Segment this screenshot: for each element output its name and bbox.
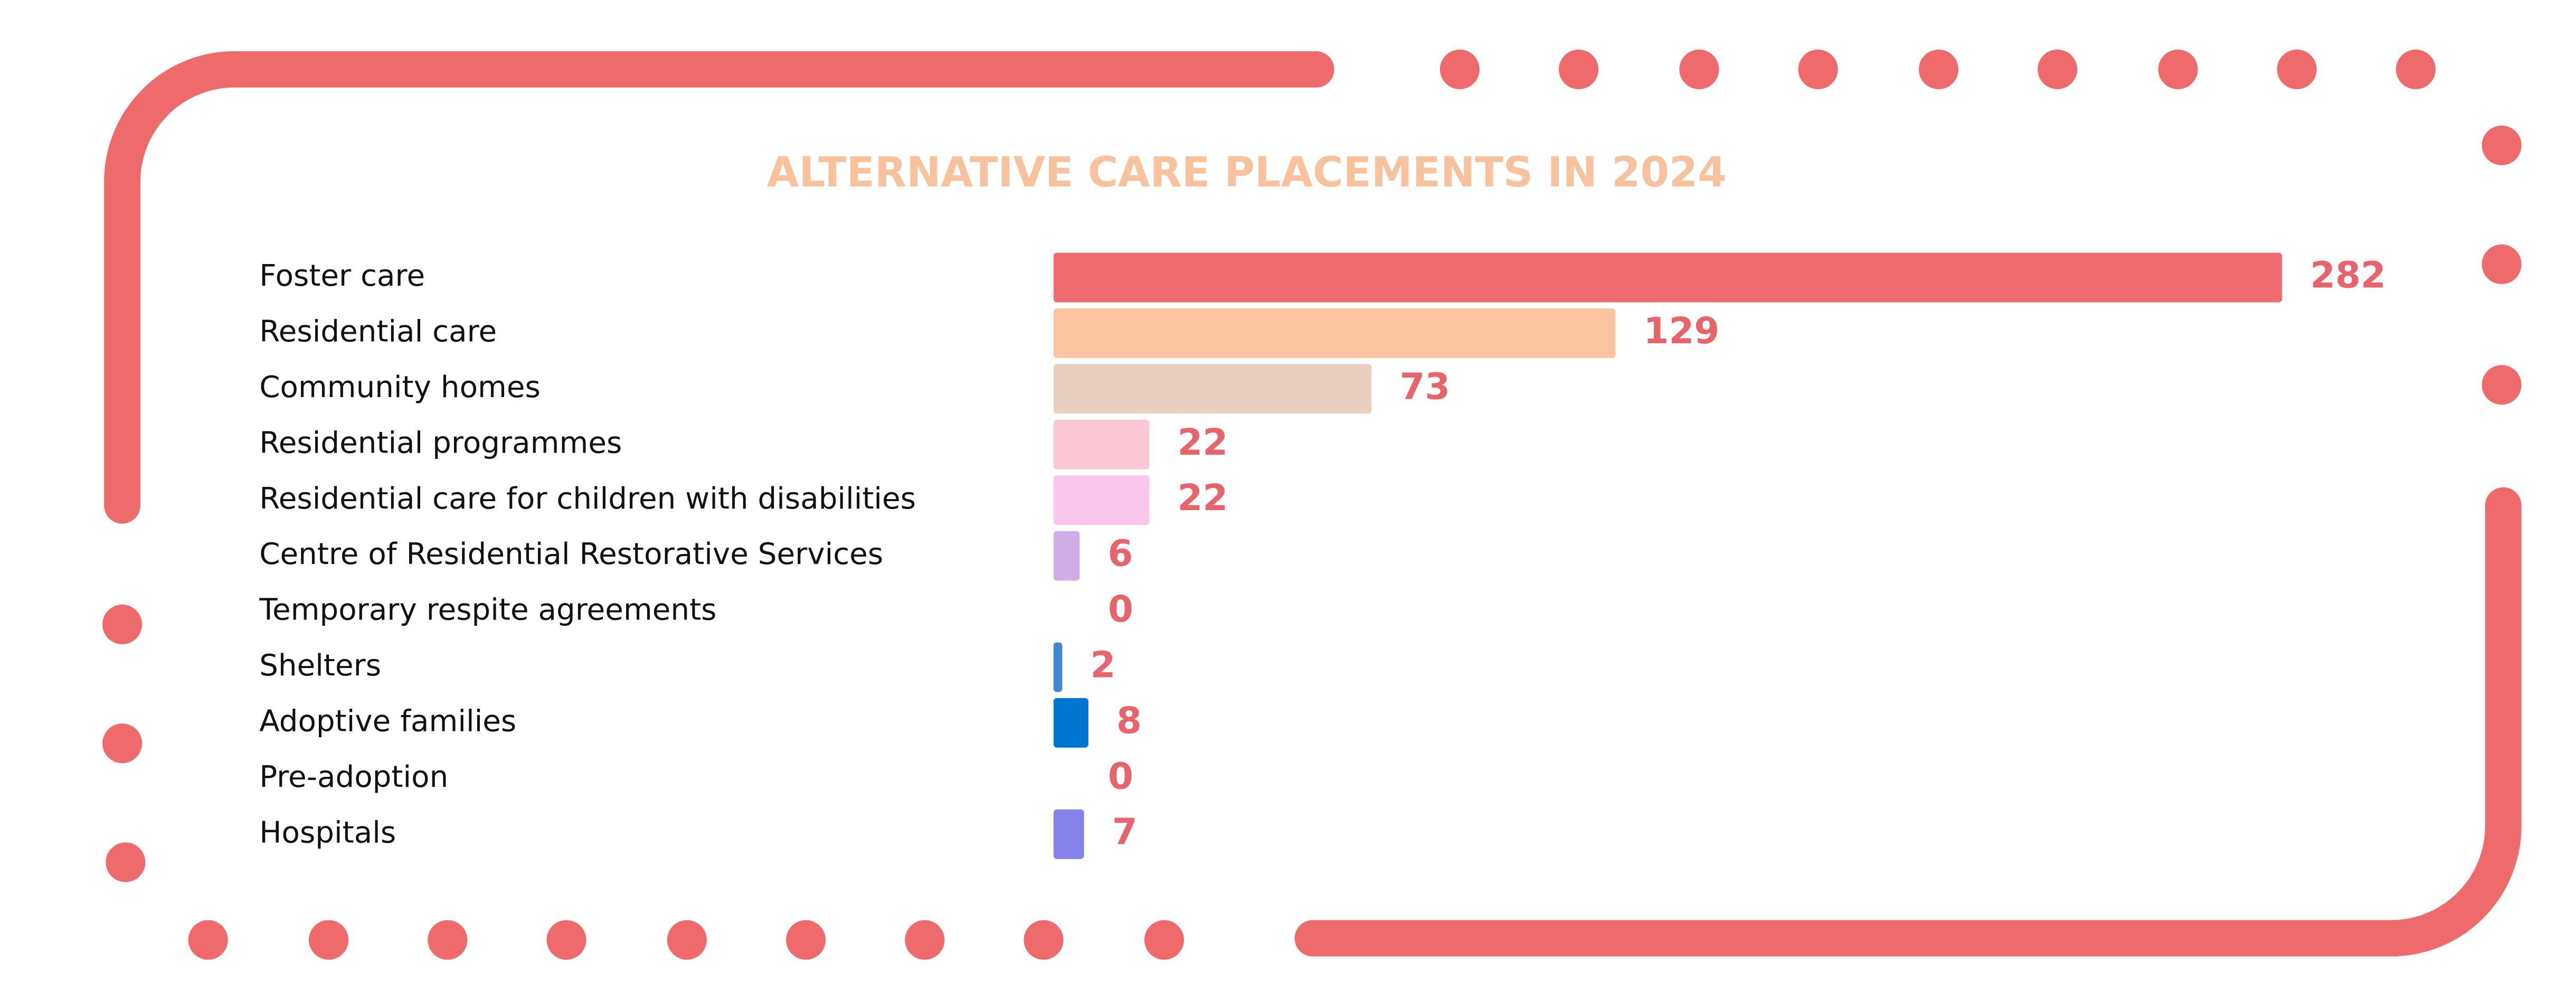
- category-label: Community homes: [259, 370, 541, 405]
- bar: [1053, 642, 1063, 692]
- bar: [1053, 475, 1150, 525]
- category-label: Centre of Residential Restorative Servic…: [259, 537, 883, 571]
- category-label: Adoptive families: [259, 704, 516, 738]
- value-label: 2: [1090, 644, 1115, 686]
- value-label: 22: [1178, 421, 1228, 464]
- value-label: 7: [1112, 811, 1138, 853]
- category-label: Pre-adoption: [259, 760, 448, 794]
- category-label: Residential care: [259, 315, 497, 349]
- bar: [1053, 531, 1080, 581]
- category-label: Temporary respite agreements: [259, 593, 716, 627]
- bar: [1053, 252, 2283, 303]
- category-label: Residential care for children with disab…: [259, 482, 916, 516]
- bar: [1053, 308, 1616, 358]
- category-label: Hospitals: [259, 815, 396, 850]
- value-label: 0: [1108, 588, 1133, 631]
- bar: [1053, 698, 1088, 748]
- value-label: 0: [1108, 755, 1133, 797]
- category-label: Shelters: [259, 648, 381, 683]
- value-label: 282: [2310, 255, 2386, 297]
- value-label: 8: [1116, 700, 1142, 742]
- value-label: 73: [1399, 365, 1450, 408]
- value-label: 22: [1178, 477, 1228, 519]
- frame-decoration: [102, 49, 2522, 960]
- category-label: Foster care: [259, 259, 425, 293]
- chart-title: ALTERNATIVE CARE PLACEMENTS IN 2024: [767, 148, 1727, 196]
- value-label: 129: [1644, 310, 1720, 352]
- bar: [1053, 809, 1084, 859]
- category-label: Residential programmes: [259, 426, 622, 460]
- bar: [1053, 364, 1372, 414]
- bar: [1053, 419, 1150, 469]
- value-label: 6: [1108, 533, 1133, 575]
